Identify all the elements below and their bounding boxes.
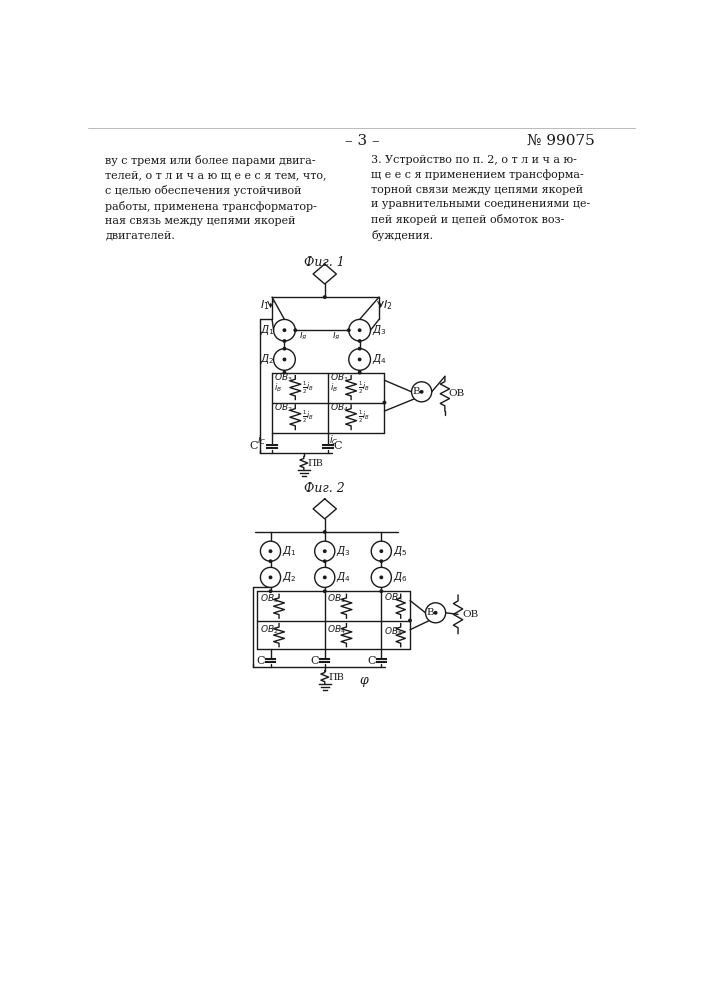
- Circle shape: [358, 358, 361, 361]
- Circle shape: [358, 347, 361, 351]
- Circle shape: [380, 549, 383, 553]
- Text: $Д_2$: $Д_2$: [282, 571, 296, 584]
- Text: 3. Устройство по п. 2, о т л и ч а ю-
щ е е с я применением трансформа-
торной с: 3. Устройство по п. 2, о т л и ч а ю- щ …: [371, 155, 590, 241]
- Text: $Д_4$: $Д_4$: [372, 353, 387, 366]
- Text: $Д_3$: $Д_3$: [372, 324, 387, 337]
- Text: $\frac{1}{2}i_B$: $\frac{1}{2}i_B$: [358, 409, 370, 425]
- Text: С: С: [368, 656, 376, 666]
- Text: С: С: [250, 441, 258, 451]
- Circle shape: [283, 328, 286, 332]
- Circle shape: [380, 575, 383, 579]
- Text: φ: φ: [360, 674, 368, 687]
- Circle shape: [260, 541, 281, 561]
- Text: ОВ: ОВ: [462, 610, 478, 619]
- Text: $ОВ_4$: $ОВ_4$: [327, 623, 346, 636]
- Circle shape: [358, 339, 361, 343]
- Text: $Д_6$: $Д_6$: [393, 571, 407, 584]
- Circle shape: [420, 390, 423, 394]
- Circle shape: [274, 349, 296, 370]
- Text: $Д_1$: $Д_1$: [259, 324, 274, 337]
- Circle shape: [323, 549, 327, 553]
- Circle shape: [347, 328, 351, 332]
- Text: $i_C$: $i_C$: [329, 433, 339, 447]
- Circle shape: [323, 589, 327, 593]
- Text: $i_B$: $i_B$: [274, 382, 282, 394]
- Text: $ОВ_3$: $ОВ_3$: [384, 591, 402, 604]
- Circle shape: [323, 295, 327, 299]
- Text: В: В: [426, 608, 434, 617]
- Circle shape: [283, 358, 286, 361]
- Text: $ОВ_5$: $ОВ_5$: [384, 625, 402, 638]
- Text: $\frac{1}{2}i_B$: $\frac{1}{2}i_B$: [303, 379, 314, 396]
- Circle shape: [269, 559, 272, 563]
- Text: $ОВ_2$: $ОВ_2$: [274, 402, 293, 414]
- Circle shape: [380, 589, 383, 593]
- Text: $I_1$: $I_1$: [259, 298, 269, 312]
- Circle shape: [315, 541, 335, 561]
- Circle shape: [283, 371, 286, 374]
- Text: $ОВ_2$: $ОВ_2$: [259, 623, 279, 636]
- Circle shape: [283, 347, 286, 351]
- Circle shape: [274, 319, 296, 341]
- Circle shape: [371, 541, 392, 561]
- Circle shape: [269, 575, 272, 579]
- Text: ПВ: ПВ: [308, 459, 324, 468]
- Text: ву с тремя или более парами двига-
телей, о т л и ч а ю щ е е с я тем, что,
с це: ву с тремя или более парами двига- телей…: [105, 155, 327, 241]
- Text: $ОВ_5$: $ОВ_5$: [259, 593, 279, 605]
- Circle shape: [408, 619, 412, 622]
- Text: С: С: [311, 656, 320, 666]
- Text: $i_я$: $i_я$: [332, 328, 340, 342]
- Circle shape: [349, 349, 370, 370]
- Circle shape: [260, 567, 281, 587]
- Text: $ОВ_3$: $ОВ_3$: [274, 372, 293, 384]
- Circle shape: [382, 401, 386, 405]
- Circle shape: [433, 611, 438, 615]
- Text: С: С: [257, 656, 265, 666]
- Text: $ОВ_1$: $ОВ_1$: [330, 372, 349, 384]
- Circle shape: [323, 559, 327, 563]
- Text: $i_B$: $i_B$: [330, 382, 338, 394]
- Circle shape: [358, 328, 361, 332]
- Text: $i_C$: $i_C$: [257, 433, 266, 447]
- Circle shape: [315, 567, 335, 587]
- Circle shape: [283, 339, 286, 343]
- Circle shape: [323, 575, 327, 579]
- Circle shape: [293, 328, 297, 332]
- Text: $Д_5$: $Д_5$: [393, 545, 407, 558]
- Text: ОВ: ОВ: [449, 389, 465, 398]
- Text: № 99075: № 99075: [527, 134, 595, 148]
- Text: $\frac{1}{2}i_B$: $\frac{1}{2}i_B$: [358, 379, 370, 396]
- Circle shape: [358, 371, 361, 374]
- Text: – 3 –: – 3 –: [346, 134, 380, 148]
- Circle shape: [371, 567, 392, 587]
- Text: $ОВ_4$: $ОВ_4$: [330, 402, 349, 414]
- Text: $Д_3$: $Д_3$: [337, 545, 351, 558]
- Text: ПВ: ПВ: [329, 673, 344, 682]
- Text: $i_я$: $i_я$: [299, 328, 308, 342]
- Circle shape: [349, 319, 370, 341]
- Circle shape: [426, 603, 445, 623]
- Text: С: С: [333, 441, 341, 451]
- Circle shape: [411, 382, 432, 402]
- Text: Фиг. 1: Фиг. 1: [305, 256, 345, 269]
- Text: $Д_2$: $Д_2$: [259, 353, 274, 366]
- Text: В: В: [412, 387, 420, 396]
- Text: $Д_4$: $Д_4$: [337, 571, 351, 584]
- Text: $Д_1$: $Д_1$: [282, 545, 297, 558]
- Circle shape: [269, 549, 272, 553]
- Text: $ОВ_1$: $ОВ_1$: [327, 593, 346, 605]
- Circle shape: [380, 559, 383, 563]
- Text: Фиг. 2: Фиг. 2: [305, 482, 345, 495]
- Text: $\frac{1}{2}i_B$: $\frac{1}{2}i_B$: [303, 409, 314, 425]
- Circle shape: [323, 530, 327, 534]
- Circle shape: [269, 589, 272, 593]
- Text: $I_2$: $I_2$: [383, 298, 392, 312]
